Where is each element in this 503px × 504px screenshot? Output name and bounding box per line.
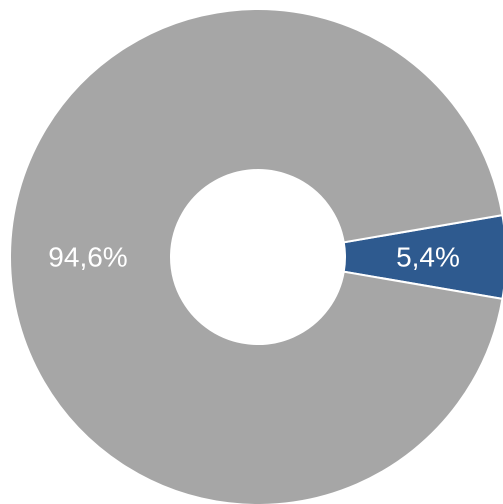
labels-group: 5,4% 94,6% bbox=[48, 242, 460, 273]
donut-hole bbox=[171, 170, 345, 344]
slice-label-0: 5,4% bbox=[396, 242, 460, 273]
slice-label-1: 94,6% bbox=[48, 242, 127, 273]
